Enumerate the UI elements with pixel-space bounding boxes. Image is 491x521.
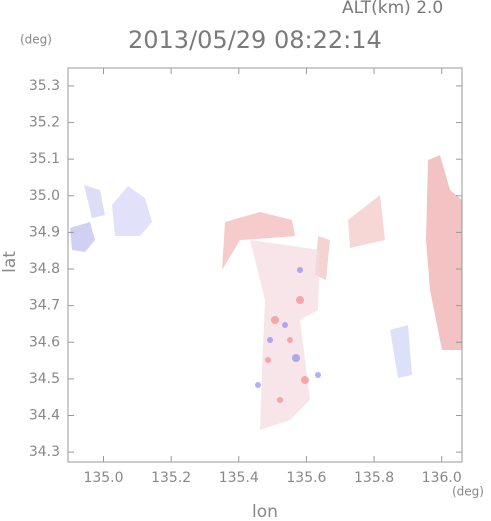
y-tick-label: 34.8 [29,261,60,277]
x-tick-label: 136.0 [422,470,462,486]
y-tick-label: 35.1 [29,151,60,167]
plot-frame [67,67,463,463]
x-tick-label: 135.8 [354,470,394,486]
y-tick-label: 34.3 [29,444,60,460]
x-tick-label: 135.0 [83,470,123,486]
x-unit: (deg) [452,485,484,499]
chart-title: 2013/05/29 08:22:14 [128,26,382,54]
x-tick-label: 135.2 [151,470,191,486]
y-unit: (deg) [20,33,52,47]
y-tick-label: 35.0 [29,188,60,204]
y-tick-label: 34.7 [29,298,60,314]
x-tick-label: 135.6 [286,470,326,486]
y-tick-label: 35.3 [29,78,60,94]
x-tick-label: 135.4 [219,470,259,486]
echo-field [70,155,462,430]
y-tick-label: 34.9 [29,224,60,240]
y-tick-label: 34.6 [29,334,60,350]
y-tick-label: 35.2 [29,115,60,131]
y-axis-label: lat [0,251,20,273]
y-tick-label: 34.5 [29,371,60,387]
altitude-label: ALT(km) 2.0 [342,0,443,18]
x-axis-label: lon [252,502,278,521]
y-tick-label: 34.4 [29,407,60,423]
